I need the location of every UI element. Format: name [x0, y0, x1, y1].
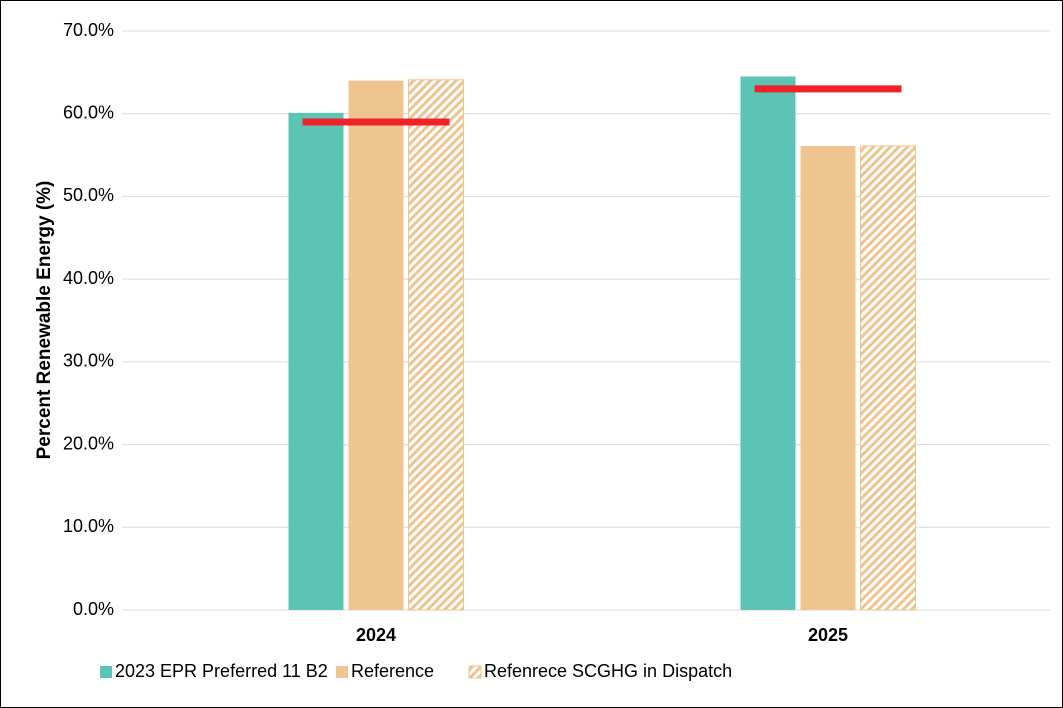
- y-tick-label: 20.0%: [63, 433, 114, 453]
- y-axis-title: Percent Renewable Energy (%): [34, 181, 55, 460]
- bar: [348, 80, 404, 611]
- y-tick-label: 50.0%: [63, 185, 114, 205]
- y-tick-label: 10.0%: [63, 516, 114, 536]
- x-tick-label: 2025: [808, 625, 848, 645]
- y-tick-label: 30.0%: [63, 351, 114, 371]
- legend-swatch: [336, 666, 348, 678]
- bar: [740, 76, 796, 610]
- bar: [288, 112, 344, 610]
- y-tick-label: 60.0%: [63, 102, 114, 122]
- legend-swatch: [468, 665, 482, 679]
- legend-label: Reference: [351, 661, 434, 681]
- bar: [860, 145, 916, 611]
- x-tick-label: 2024: [356, 625, 396, 645]
- legend-swatch: [100, 666, 112, 678]
- y-tick-label: 40.0%: [63, 268, 114, 288]
- legend-label: Refenrece SCGHG in Dispatch: [484, 661, 732, 681]
- bar: [800, 145, 856, 611]
- y-tick-label: 0.0%: [73, 599, 114, 619]
- y-tick-label: 70.0%: [63, 20, 114, 40]
- bar: [408, 79, 464, 611]
- legend-label: 2023 EPR Preferred 11 B2: [115, 661, 328, 681]
